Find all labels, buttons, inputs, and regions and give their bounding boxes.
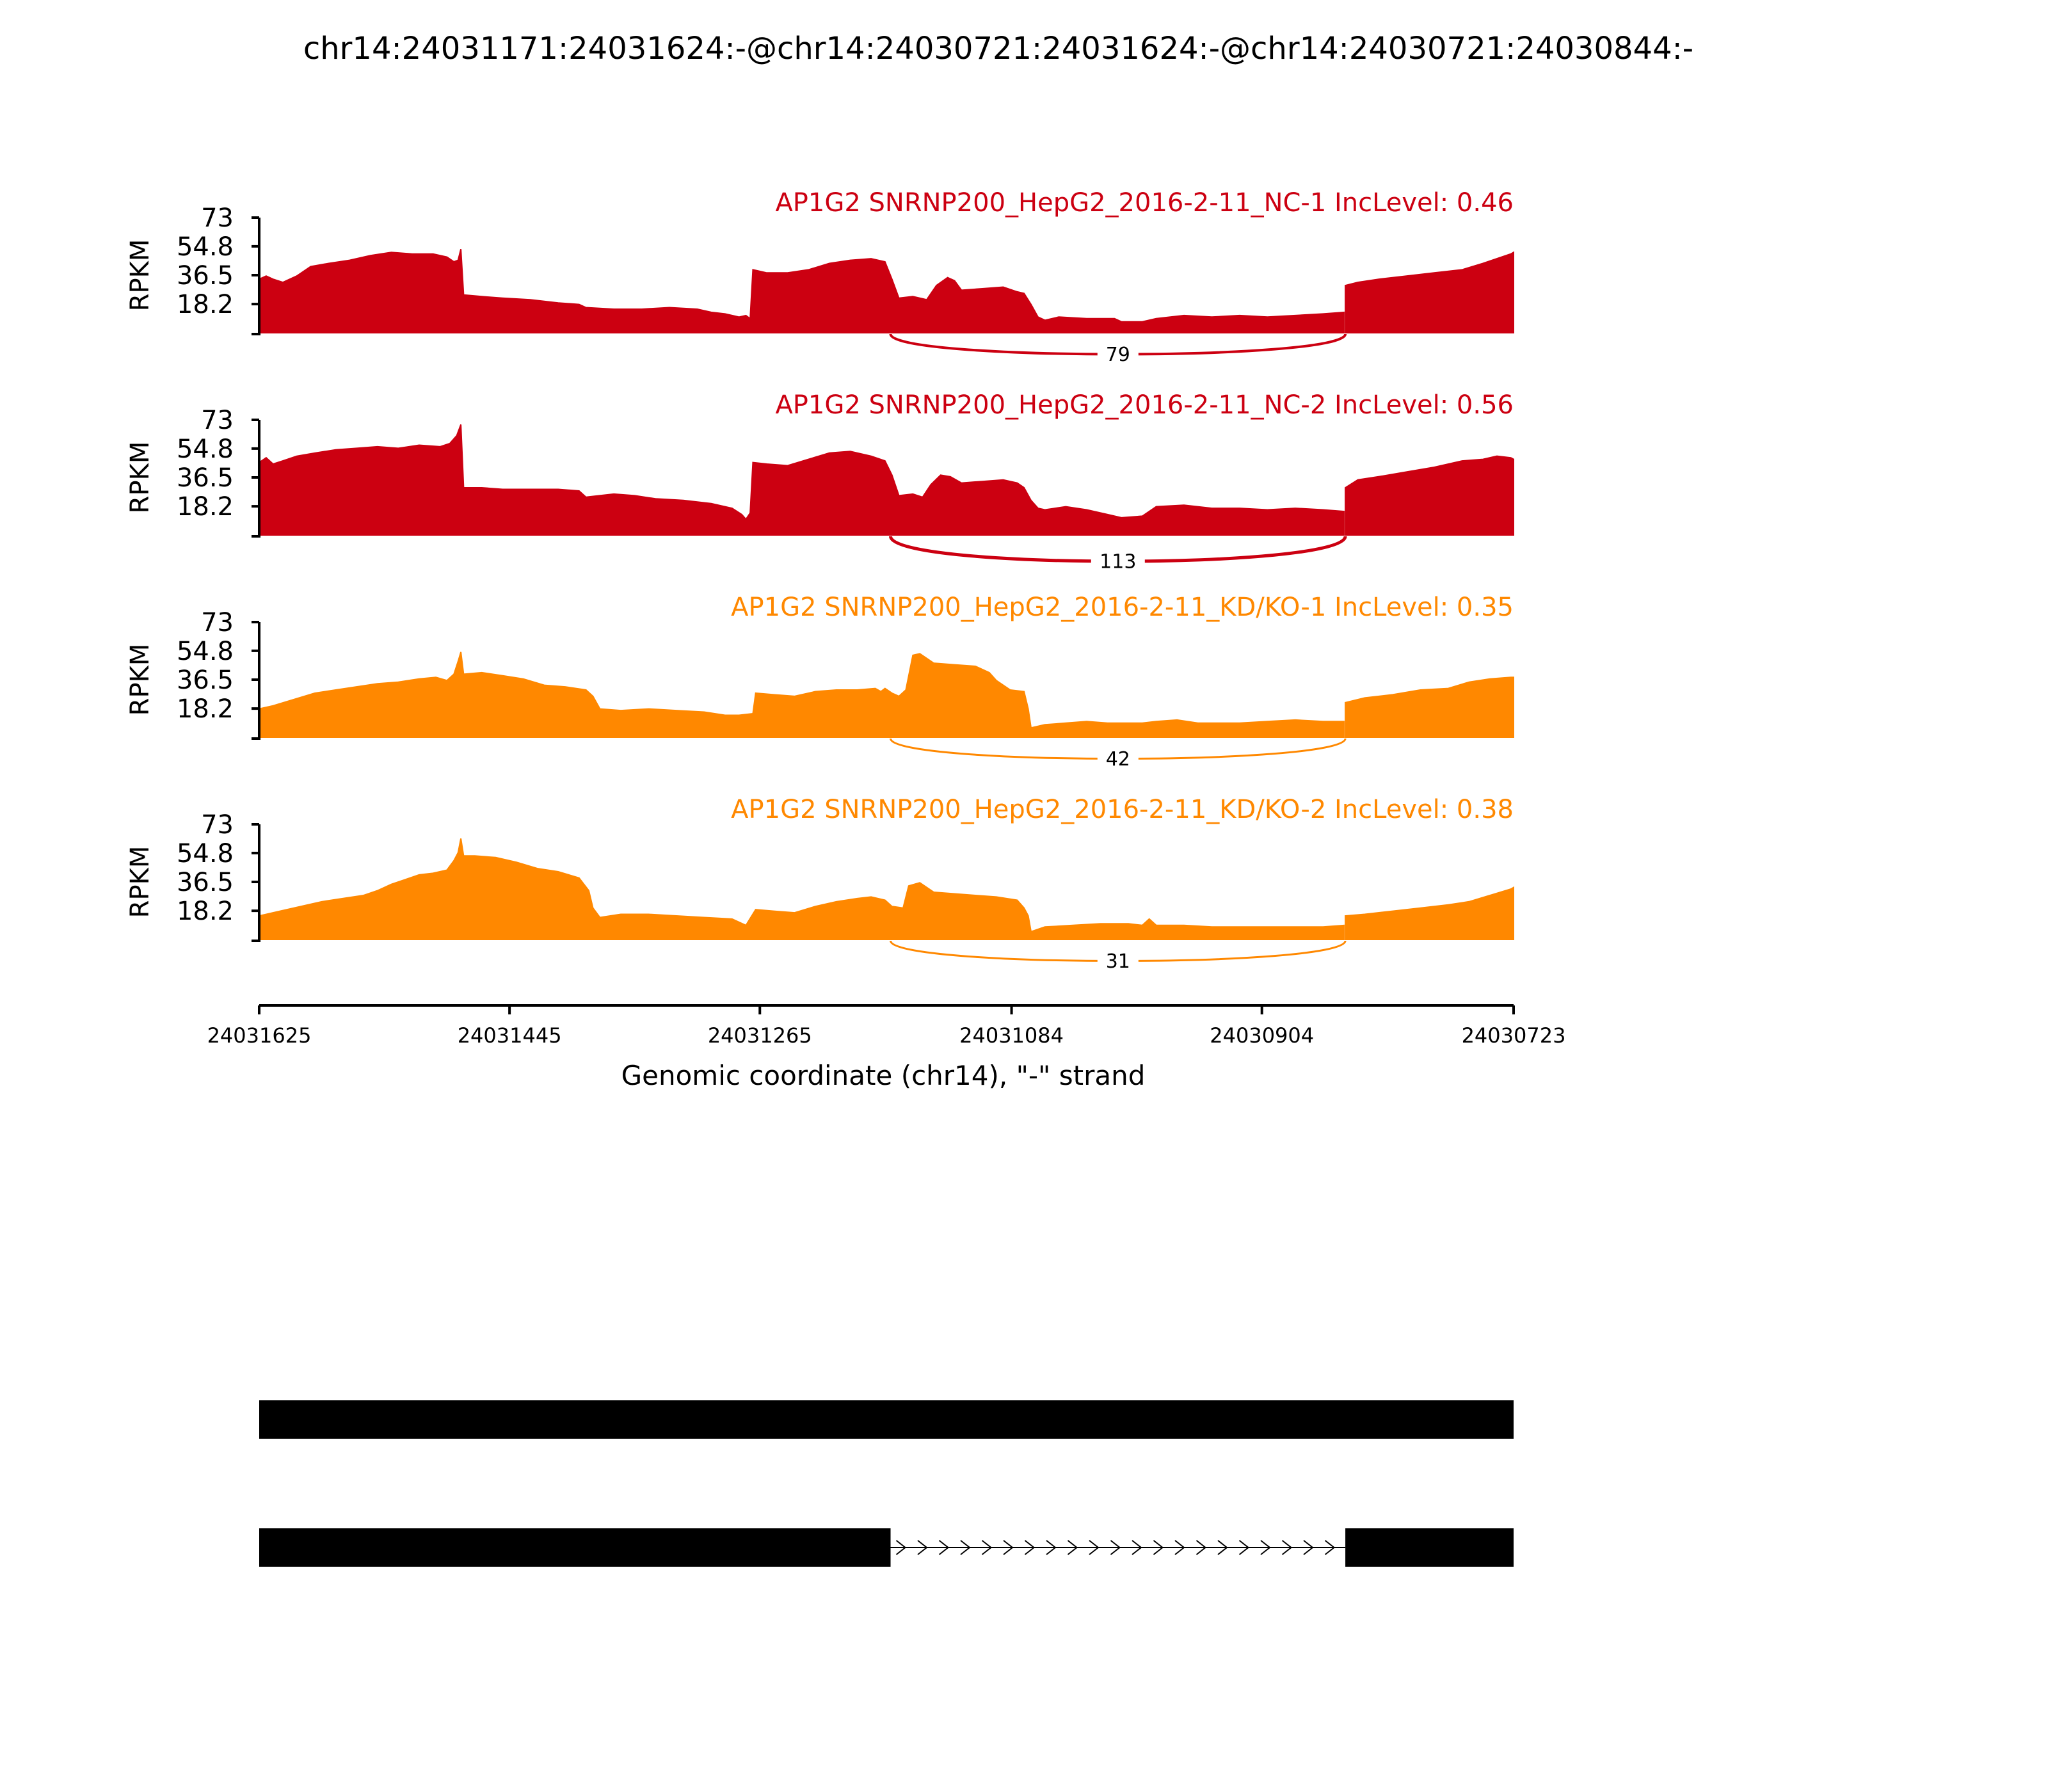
y-tick-label: 73 [201, 608, 234, 637]
junction-label-box [1097, 746, 1139, 771]
y-tick-label: 54.8 [177, 839, 234, 868]
junction-label-box [1097, 948, 1139, 973]
y-tick-label: 36.5 [177, 666, 234, 695]
y-tick-label: 54.8 [177, 637, 234, 666]
y-tick-label: 18.2 [177, 492, 234, 522]
isoform [259, 1528, 1514, 1567]
y-tick-label: 18.2 [177, 694, 234, 724]
coverage-area [1345, 886, 1514, 940]
x-axis-label: Genomic coordinate (chr14), "-" strand [621, 1060, 1146, 1091]
strand-arrow [1324, 1540, 1336, 1555]
strand-arrow [1196, 1540, 1207, 1555]
strand-arrow [1132, 1540, 1142, 1555]
y-tick-label: 18.2 [177, 290, 234, 319]
strand-arrow [1260, 1540, 1271, 1555]
y-tick-label: 73 [201, 406, 234, 435]
y-tick-label: 36.5 [177, 261, 234, 291]
y-axis-label: RPKM [125, 442, 155, 514]
junction-label-box [1091, 548, 1145, 574]
strand-arrow [1303, 1540, 1314, 1555]
y-axis-label: RPKM [125, 239, 155, 312]
track-label: AP1G2 SNRNP200_HepG2_2016-2-11_NC-2 IncL… [775, 390, 1514, 420]
strand-arrow [1110, 1540, 1121, 1555]
strand-arrow [1024, 1540, 1036, 1555]
strand-arrow [1003, 1540, 1014, 1555]
exon-block [259, 1528, 891, 1567]
track-label: AP1G2 SNRNP200_HepG2_2016-2-11_KD/KO-1 I… [731, 593, 1514, 622]
coverage-area [259, 652, 1345, 738]
junction-count: 42 [1106, 748, 1130, 771]
strand-arrow [895, 1540, 907, 1555]
chart-title: chr14:24031171:24031624:-@chr14:24030721… [303, 31, 1693, 67]
coverage-area [259, 249, 1345, 333]
y-tick-label: 36.5 [177, 868, 234, 897]
x-axis: 24031625 24031445 24031265 24031084 24030904… [207, 1004, 1566, 1048]
coverage-area [259, 424, 1345, 536]
y-axis-label: RPKM [125, 846, 155, 918]
strand-arrow [1281, 1540, 1293, 1555]
track-label: AP1G2 SNRNP200_HepG2_2016-2-11_NC-1 IncL… [775, 188, 1514, 218]
x-tick-label: 24030723 [1462, 1023, 1566, 1048]
strand-arrow [981, 1540, 993, 1555]
y-tick-label: 73 [201, 810, 234, 840]
strand-arrow [1067, 1540, 1078, 1555]
isoform [259, 1400, 1514, 1439]
x-tick-label: 24031625 [207, 1023, 312, 1048]
exon-block [259, 1400, 1514, 1439]
y-tick-label: 36.5 [177, 463, 234, 493]
coverage-area [1345, 455, 1514, 536]
strand-arrow [1046, 1540, 1057, 1555]
x-tick-label: 24030904 [1210, 1023, 1314, 1048]
coverage-area [1345, 676, 1514, 738]
strand-arrow [1238, 1540, 1250, 1555]
junction-count: 79 [1106, 344, 1130, 366]
coverage-area [259, 838, 1345, 940]
y-tick-label: 54.8 [177, 232, 234, 262]
junction-count: 31 [1106, 950, 1130, 973]
strand-arrow [938, 1540, 950, 1555]
y-axis-label: RPKM [125, 644, 155, 716]
strand-arrow [917, 1540, 928, 1555]
x-tick-label: 24031445 [458, 1023, 562, 1048]
x-tick-label: 24031265 [708, 1023, 812, 1048]
track-label: AP1G2 SNRNP200_HepG2_2016-2-11_KD/KO-2 I… [731, 795, 1514, 824]
strand-arrow [1217, 1540, 1228, 1555]
strand-arrow [960, 1540, 971, 1555]
y-tick-label: 73 [201, 204, 234, 233]
junction-label-box [1097, 341, 1139, 367]
exon-block [1345, 1528, 1514, 1567]
y-tick-label: 54.8 [177, 435, 234, 464]
x-tick-label: 24031084 [959, 1023, 1064, 1048]
isoform-models [259, 1400, 1514, 1567]
junction-count: 113 [1100, 551, 1136, 573]
y-tick-label: 18.2 [177, 897, 234, 926]
strand-arrow [1174, 1540, 1185, 1555]
coverage-area [1345, 251, 1514, 333]
strand-arrow [1153, 1540, 1164, 1555]
strand-arrow [1089, 1540, 1100, 1555]
